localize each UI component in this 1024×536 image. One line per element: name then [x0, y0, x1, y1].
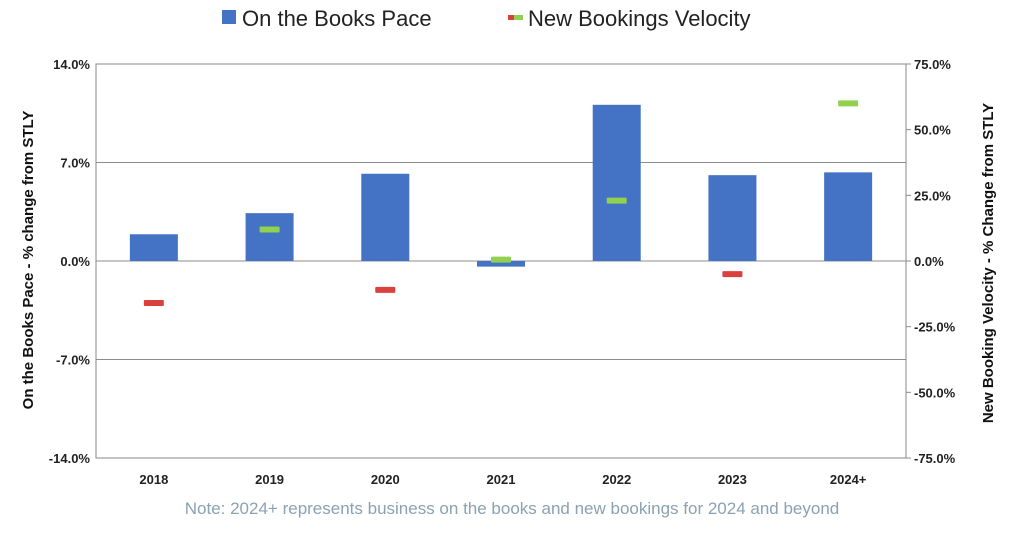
x-tick-label: 2022: [602, 472, 631, 487]
left-tick-label: 14.0%: [53, 57, 90, 72]
left-tick-label: 7.0%: [60, 156, 90, 171]
x-tick-label: 2020: [371, 472, 400, 487]
x-tick-label: 2024+: [830, 472, 867, 487]
velocity-marker: [143, 300, 164, 307]
left-axis-ticks: 14.0% 7.0% 0.0% -7.0% -14.0%: [49, 57, 91, 466]
right-tick-label: 75.0%: [914, 57, 951, 72]
bars-series: [129, 104, 873, 267]
right-axis-ticks: 75.0% 50.0% 25.0% 0.0% -25.0% -50.0% -75.0%: [906, 57, 956, 466]
legend-swatch-marker-green: [514, 15, 523, 20]
legend-swatch-marker-red: [508, 15, 517, 20]
bar: [129, 234, 178, 261]
right-tick-label: -50.0%: [914, 385, 956, 400]
left-tick-label: -14.0%: [49, 451, 91, 466]
velocity-marker: [491, 256, 511, 263]
legend-swatch-bar: [222, 10, 236, 24]
right-tick-label: 0.0%: [914, 254, 944, 269]
x-tick-label: 2021: [487, 472, 516, 487]
legend-label-marker: New Bookings Velocity: [528, 6, 751, 31]
chart-note: Note: 2024+ represents business on the b…: [185, 499, 840, 518]
right-tick-label: -75.0%: [914, 451, 956, 466]
right-tick-label: -25.0%: [914, 320, 956, 335]
bar: [245, 213, 294, 261]
x-axis-ticks: 2018 2019 2020 2021 2022 2023 2024+: [139, 472, 866, 487]
plot-area: [95, 63, 907, 459]
left-tick-label: 0.0%: [60, 254, 90, 269]
velocity-marker: [375, 286, 396, 293]
left-axis-title: On the Books Pace - % change from STLY: [20, 111, 37, 410]
velocity-marker: [606, 197, 627, 204]
legend: On the Books Pace New Bookings Velocity: [222, 6, 751, 31]
velocity-marker: [838, 100, 859, 107]
x-tick-label: 2019: [255, 472, 284, 487]
right-tick-label: 25.0%: [914, 188, 951, 203]
right-axis-title: New Booking Velocity - % Change from STL…: [980, 103, 997, 423]
bar: [592, 104, 641, 261]
bar: [477, 261, 525, 267]
markers-series: [143, 100, 859, 307]
legend-label-bar: On the Books Pace: [242, 6, 432, 31]
bar: [824, 172, 873, 261]
velocity-marker: [722, 271, 743, 278]
velocity-marker: [259, 226, 280, 233]
x-tick-label: 2018: [139, 472, 168, 487]
left-tick-label: -7.0%: [56, 353, 90, 368]
right-tick-label: 50.0%: [914, 123, 951, 138]
x-tick-label: 2023: [718, 472, 747, 487]
bar: [708, 175, 757, 261]
bar: [361, 173, 410, 261]
